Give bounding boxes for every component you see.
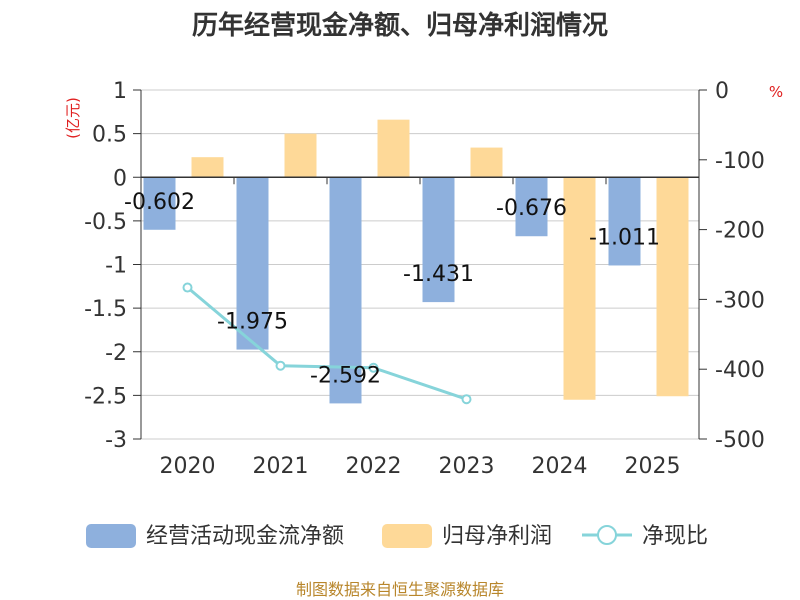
ratio-point [275, 360, 286, 371]
right-tick-label: 0 [715, 79, 729, 104]
legend: 经营活动现金流净额 归母净利润 净现比 [86, 524, 708, 549]
left-tick-label: 1 [113, 79, 127, 104]
bar-net-profit [191, 157, 224, 178]
right-axis-unit: % [769, 83, 783, 101]
left-tick-label: 0 [113, 166, 127, 191]
left-tick-label: -1 [105, 254, 127, 279]
bar-operating-cash-flow [422, 177, 455, 303]
right-tick-label: -200 [715, 219, 765, 244]
source-note: 制图数据来自恒生聚源数据库 [296, 580, 504, 599]
bar-value-label: -2.592 [310, 363, 381, 388]
legend-label-ratio: 净现比 [642, 524, 708, 549]
tick-labels: 1 0.5 0 -0.5 -1 -1.5 -2 -2.5 -3 0 -100 -200 -300 -400… [84, 79, 765, 479]
legend-swatch-cash-flow [86, 524, 136, 548]
ratio-point [461, 394, 472, 405]
chart-title: 历年经营现金净额、归母净利润情况 [192, 10, 608, 41]
ratio-point [368, 362, 379, 373]
x-tick-label: 2025 [625, 454, 681, 479]
x-tick-label: 2020 [160, 454, 216, 479]
x-tick-label: 2022 [346, 454, 402, 479]
bar-value-label: -1.431 [403, 262, 474, 287]
axes [133, 89, 707, 440]
bar-series [143, 119, 689, 404]
gridlines [141, 89, 699, 440]
ratio-line-series [182, 282, 472, 405]
left-axis-unit: (亿元) [64, 97, 82, 139]
x-tick-label: 2023 [439, 454, 495, 479]
bar-net-profit [563, 177, 596, 400]
bar-net-profit [470, 147, 503, 178]
legend-swatch-net-profit [382, 524, 432, 548]
legend-label-net-profit: 归母净利润 [442, 524, 552, 549]
ratio-line [186, 286, 467, 401]
left-tick-label: -2 [105, 341, 127, 366]
left-tick-label: -3 [105, 428, 127, 453]
data-labels: -0.602 -1.975 -2.592 -1.431 -0.676 -1.011 [124, 190, 660, 389]
right-tick-label: -400 [715, 358, 765, 383]
bar-operating-cash-flow [608, 177, 641, 266]
bar-net-profit [656, 177, 689, 397]
bar-net-profit [284, 133, 317, 178]
right-tick-label: -500 [715, 428, 765, 453]
legend-marker-ratio [597, 525, 617, 545]
ratio-point [182, 282, 193, 293]
right-tick-label: -100 [715, 149, 765, 174]
bar-value-label: -0.602 [124, 190, 195, 215]
left-tick-label: 0.5 [92, 123, 127, 148]
bar-value-label: -1.011 [589, 225, 660, 250]
left-tick-label: -2.5 [84, 384, 127, 409]
left-tick-label: -1.5 [84, 297, 127, 322]
bar-net-profit [377, 119, 410, 178]
bar-operating-cash-flow [236, 177, 269, 350]
bar-operating-cash-flow [143, 177, 176, 230]
bar-value-label: -1.975 [217, 310, 288, 335]
bar-operating-cash-flow [515, 177, 548, 237]
bar-value-label: -0.676 [496, 196, 567, 221]
x-tick-label: 2024 [532, 454, 588, 479]
left-tick-label: -0.5 [84, 210, 127, 235]
legend-label-cash-flow: 经营活动现金流净额 [146, 524, 344, 549]
right-tick-label: -300 [715, 288, 765, 313]
x-tick-label: 2021 [253, 454, 309, 479]
